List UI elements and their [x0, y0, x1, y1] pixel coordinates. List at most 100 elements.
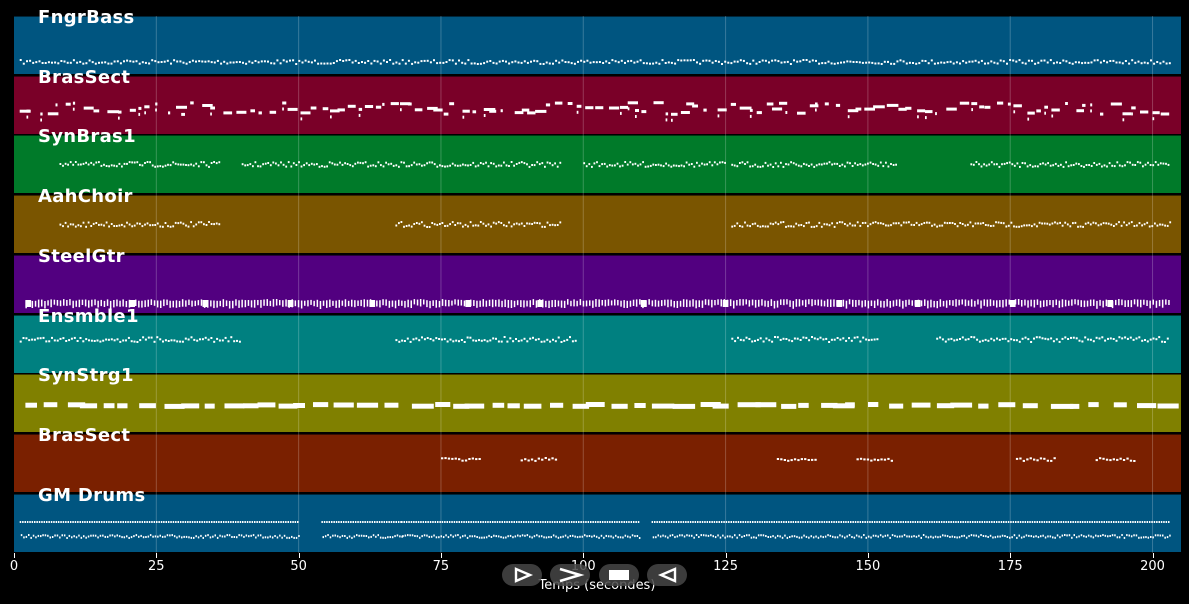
note — [507, 300, 510, 308]
note — [965, 61, 968, 64]
note — [609, 521, 611, 523]
note — [1150, 536, 1152, 538]
note — [901, 535, 903, 538]
note — [472, 161, 475, 164]
note — [1154, 161, 1157, 164]
note — [1079, 521, 1082, 523]
note — [1165, 299, 1167, 305]
note — [485, 224, 487, 227]
note — [898, 299, 901, 307]
note — [254, 521, 256, 523]
note — [808, 165, 810, 167]
note — [849, 222, 851, 225]
note — [1109, 535, 1111, 537]
note — [790, 161, 792, 164]
track-label: BrasSect — [38, 67, 131, 88]
note — [923, 222, 926, 224]
track-notes — [19, 336, 1169, 343]
note — [879, 161, 882, 164]
note — [477, 224, 480, 227]
note — [887, 224, 890, 227]
note — [179, 163, 182, 166]
note — [759, 225, 762, 228]
note — [59, 337, 62, 340]
note — [500, 536, 502, 539]
note — [68, 339, 71, 342]
note — [332, 300, 334, 306]
note — [188, 536, 190, 539]
note — [382, 165, 385, 168]
note — [454, 299, 456, 305]
note — [604, 521, 606, 523]
note — [708, 59, 711, 62]
note — [604, 299, 607, 307]
note — [1152, 164, 1155, 167]
note — [657, 534, 659, 537]
note — [161, 535, 164, 538]
note — [767, 300, 769, 308]
forward-button[interactable] — [550, 564, 590, 586]
note — [734, 534, 736, 537]
note — [512, 340, 515, 343]
track-row — [14, 16, 1181, 74]
note — [174, 221, 177, 224]
note — [449, 102, 455, 106]
note — [942, 534, 944, 537]
note — [258, 521, 261, 523]
note — [98, 521, 101, 523]
note — [972, 225, 974, 228]
note — [156, 222, 159, 225]
note — [1037, 536, 1040, 539]
back-button[interactable] — [647, 564, 687, 586]
note — [787, 225, 790, 228]
note — [382, 536, 384, 539]
note — [772, 166, 775, 168]
note — [1068, 534, 1071, 537]
note — [121, 536, 123, 539]
note — [492, 402, 505, 408]
note — [1029, 521, 1031, 523]
note — [749, 165, 751, 168]
note — [70, 337, 73, 340]
note — [1027, 117, 1030, 121]
note — [300, 117, 303, 121]
note — [621, 521, 623, 523]
note — [822, 338, 825, 341]
note — [1074, 299, 1076, 305]
note — [185, 164, 187, 166]
note — [274, 535, 276, 537]
track-row — [14, 315, 1181, 373]
note — [824, 62, 827, 65]
note — [348, 59, 351, 61]
note — [777, 60, 780, 63]
note — [882, 535, 884, 538]
note — [1050, 403, 1074, 409]
note — [538, 535, 540, 538]
note — [1033, 458, 1036, 461]
note — [63, 60, 66, 63]
note — [287, 161, 290, 164]
note — [401, 59, 404, 62]
note — [532, 299, 535, 305]
note — [1061, 224, 1064, 227]
note — [215, 162, 218, 165]
play-button[interactable] — [502, 564, 542, 586]
note — [724, 60, 727, 63]
tick-mark — [583, 553, 584, 558]
note — [93, 340, 96, 342]
note — [981, 521, 983, 523]
note — [330, 109, 340, 113]
note — [1105, 521, 1108, 523]
note — [532, 521, 535, 523]
note — [1009, 536, 1011, 539]
note — [458, 59, 460, 62]
note — [1018, 59, 1021, 62]
note — [518, 223, 521, 226]
note — [1054, 536, 1056, 539]
note — [66, 61, 69, 64]
note — [482, 222, 485, 225]
note — [407, 299, 409, 308]
stop-button[interactable] — [599, 564, 639, 586]
note — [973, 534, 975, 537]
tick-mark — [1153, 553, 1154, 558]
